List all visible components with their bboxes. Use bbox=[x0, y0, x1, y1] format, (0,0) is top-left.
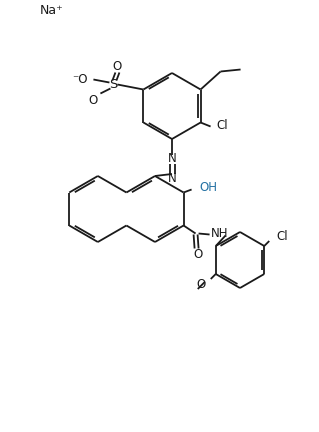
Text: O: O bbox=[196, 277, 205, 290]
Text: O: O bbox=[193, 248, 202, 261]
Text: Cl: Cl bbox=[277, 231, 288, 244]
Text: N: N bbox=[167, 172, 176, 185]
Text: Cl: Cl bbox=[217, 119, 228, 132]
Text: NH: NH bbox=[211, 227, 228, 240]
Text: ⁻O: ⁻O bbox=[73, 73, 88, 86]
Text: Na⁺: Na⁺ bbox=[40, 3, 64, 16]
Text: OH: OH bbox=[200, 181, 218, 194]
Text: S: S bbox=[109, 78, 118, 91]
Text: O: O bbox=[113, 60, 122, 73]
Text: N: N bbox=[167, 152, 176, 165]
Text: O: O bbox=[89, 94, 98, 107]
